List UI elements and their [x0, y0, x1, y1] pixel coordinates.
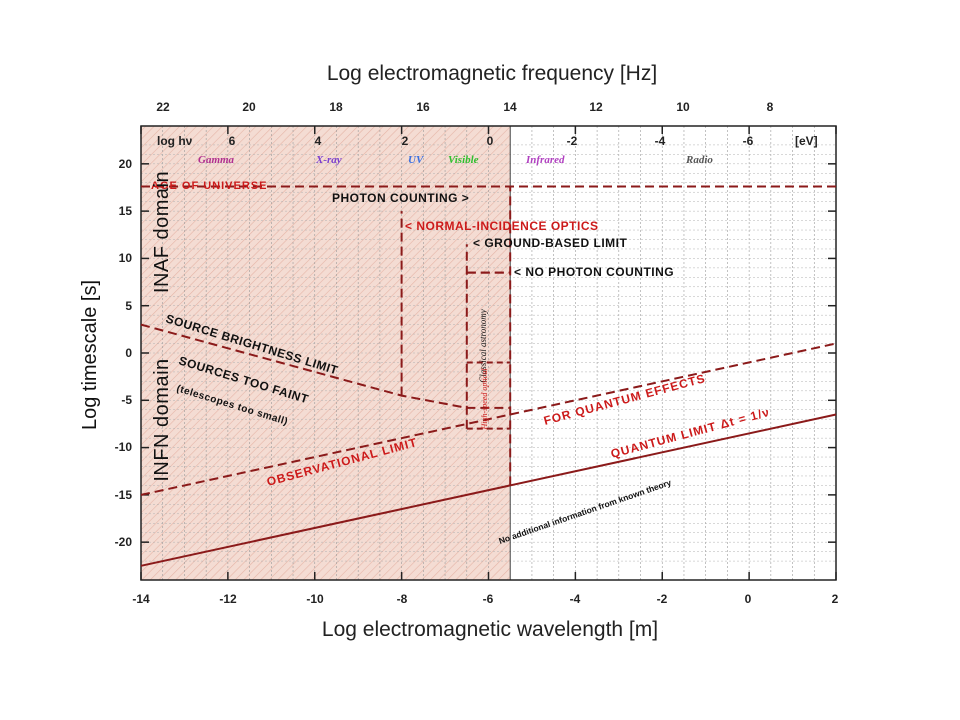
y-tick: 15: [119, 204, 133, 218]
x-axis-label: Log electromagnetic wavelength [m]: [322, 618, 658, 641]
energy-tick: 4: [315, 134, 322, 148]
y-tick: 0: [125, 346, 132, 360]
energy-tick: 6: [229, 134, 236, 148]
x-tick: -12: [219, 592, 237, 606]
energy-label: log hν: [157, 134, 193, 148]
freq-tick: 8: [767, 100, 774, 114]
inaf-domain-label: INAF domain: [151, 171, 173, 293]
age-of-universe-label: AGE OF UNIVERSE: [151, 180, 267, 192]
series-line-observational-limit: [140, 413, 511, 496]
energy-axis: log hν 6 4 2 0 -2 -4 -6 [eV]: [157, 134, 818, 148]
freq-tick: 14: [503, 100, 517, 114]
freq-tick: 18: [329, 100, 343, 114]
x-tick: -6: [483, 592, 494, 606]
photon-counting-label: PHOTON COUNTING >: [332, 191, 469, 205]
x-tick: -2: [657, 592, 668, 606]
y-tick-labels: 20 15 10 5 0 -5 -10 -15 -20: [115, 157, 133, 549]
band-gamma: Gamma: [198, 154, 235, 166]
x-tick: -4: [570, 592, 581, 606]
freq-tick: 10: [676, 100, 690, 114]
energy-tick: -6: [743, 134, 754, 148]
freq-tick: 20: [242, 100, 256, 114]
normal-incidence-label: < NORMAL-INCIDENCE OPTICS: [405, 219, 599, 233]
band-infrared: Infrared: [525, 154, 565, 166]
freq-tick: 12: [589, 100, 603, 114]
energy-tick: 0: [487, 134, 494, 148]
y-tick: 10: [119, 251, 133, 265]
y-tick: -20: [115, 535, 133, 549]
ground-based-label: < GROUND-BASED LIMIT: [473, 236, 628, 250]
series-line-quantum-limit-t-1: [140, 413, 837, 567]
series-line-source-brightness-limit: [140, 323, 511, 409]
band-xray: X-ray: [315, 154, 342, 166]
x-tick: 0: [745, 592, 752, 606]
band-radio: Radio: [685, 154, 713, 166]
x-tick: -14: [132, 592, 150, 606]
y-tick: 20: [119, 157, 133, 171]
classical-astronomy-label: Classical astronomy: [478, 309, 488, 382]
freq-tick: 16: [416, 100, 430, 114]
infn-domain-label: INFN domain: [151, 358, 173, 481]
frequency-tick-labels: 22 20 18 16 14 12 10 8: [156, 100, 773, 114]
y-tick: -10: [115, 440, 133, 454]
y-axis-label: Log timescale [s]: [79, 280, 101, 430]
y-tick: -15: [115, 488, 133, 502]
energy-tick: 2: [402, 134, 409, 148]
freq-tick: 22: [156, 100, 170, 114]
x-tick: -10: [306, 592, 324, 606]
band-visible: Visible: [448, 154, 479, 166]
x-tick: -8: [397, 592, 408, 606]
plot-area: [140, 125, 837, 581]
energy-unit: [eV]: [795, 134, 818, 148]
energy-tick: -2: [567, 134, 578, 148]
y-tick: -5: [121, 393, 132, 407]
high-speed-optical-label: High-speed optical: [480, 368, 489, 431]
no-photon-counting-label: < NO PHOTON COUNTING: [514, 265, 674, 279]
chart-title: Log electromagnetic frequency [Hz]: [327, 62, 657, 85]
band-uv: UV: [408, 154, 425, 166]
spectral-bands: Gamma X-ray UV Visible Infrared Radio: [198, 154, 713, 166]
energy-tick: -4: [655, 134, 666, 148]
y-tick: 5: [125, 299, 132, 313]
x-tick: 2: [832, 592, 839, 606]
x-tick-labels: -14 -12 -10 -8 -6 -4 -2 0 2: [132, 592, 838, 606]
